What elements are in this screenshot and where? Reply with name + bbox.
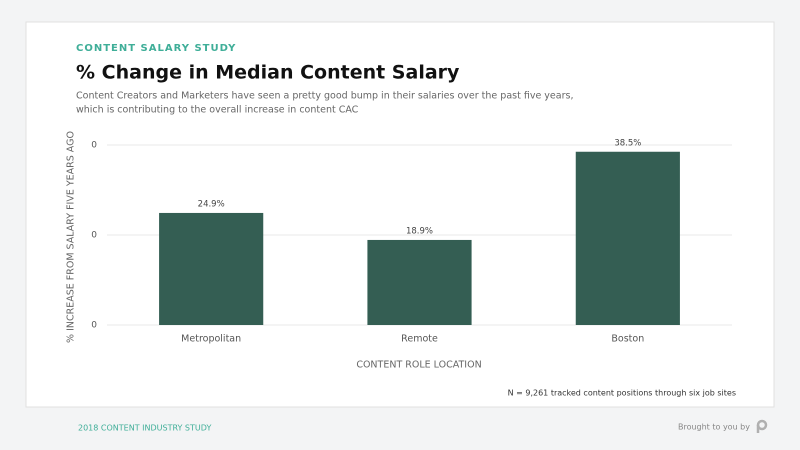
value-label: 18.9%: [406, 226, 433, 236]
subtitle: Content Creators and Marketers have seen…: [76, 91, 573, 102]
bar: [159, 212, 264, 325]
bar: [367, 239, 472, 325]
chart-title: % Change in Median Content Salary: [76, 62, 460, 84]
logo: [756, 419, 768, 433]
x-tick-label: Metropolitan: [181, 334, 241, 345]
bar: [575, 151, 680, 325]
y-tick-label: 0: [91, 321, 97, 331]
y-tick-label: 0: [91, 231, 97, 241]
subtitle: which is contributing to the overall inc…: [76, 105, 359, 116]
x-tick-label: Boston: [611, 334, 644, 345]
y-tick-label: 0: [91, 141, 97, 151]
x-axis-label: CONTENT ROLE LOCATION: [356, 360, 481, 371]
x-tick-label: Remote: [401, 334, 438, 345]
value-label: 24.9%: [198, 199, 225, 209]
kicker: CONTENT SALARY STUDY: [76, 43, 236, 54]
footer-right: Brought to you by: [678, 423, 750, 432]
value-label: 38.5%: [614, 138, 641, 148]
footer-left: 2018 CONTENT INDUSTRY STUDY: [78, 424, 211, 433]
y-axis-label: % INCREASE FROM SALARY FIVE YEARS AGO: [66, 131, 77, 343]
note: N = 9,261 tracked content positions thro…: [508, 389, 736, 398]
